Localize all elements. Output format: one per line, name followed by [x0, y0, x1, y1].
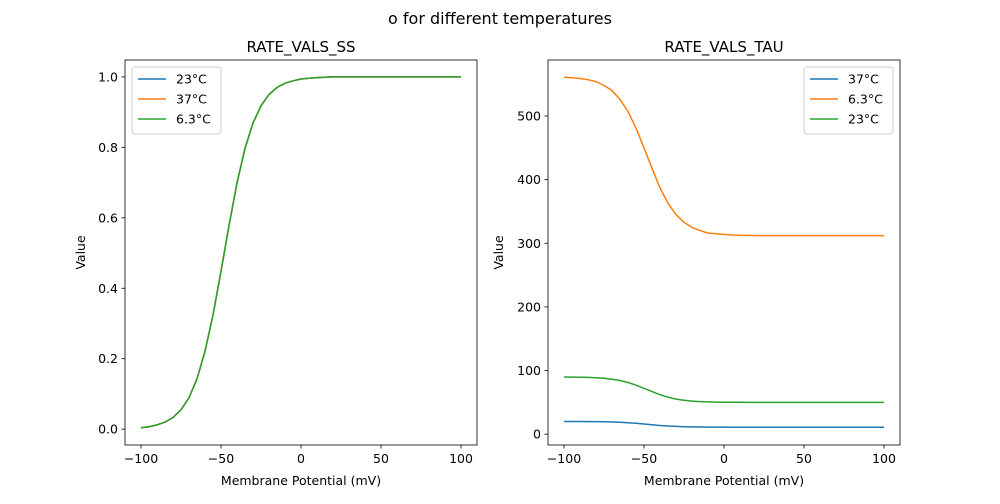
y-tick-label: 500 — [517, 109, 541, 124]
series-line-3 — [140, 76, 461, 429]
legend-entry: 6.3°C — [176, 112, 211, 127]
y-tick-label: 300 — [517, 236, 541, 251]
axes-1: −100 −50 0 50 100 0.0 0.2 0.4 0.6 0.8 1.0 RATE_VALS… — [73, 38, 478, 488]
series-line-3 — [563, 376, 884, 404]
legend: 23°C 37°C 6.3°C — [131, 66, 222, 135]
axes-title: RATE_VALS_TAU — [664, 38, 783, 57]
legend: 37°C 6.3°C 23°C — [803, 66, 894, 135]
legend-entry: 37°C — [176, 92, 207, 107]
y-tick-label: 0 — [533, 427, 541, 442]
legend-entry: 37°C — [848, 72, 879, 87]
figure-suptitle: o for different temperatures — [388, 9, 612, 28]
legend-box — [803, 66, 894, 135]
y-axis-label: Value — [73, 235, 88, 270]
series-line-1 — [564, 420, 884, 428]
x-axis-label: Membrane Potential (mV) — [221, 473, 381, 488]
y-tick-label: 200 — [517, 299, 541, 314]
x-tick-label: 50 — [373, 451, 389, 466]
y-tick-label: 1.0 — [98, 69, 118, 84]
x-tick-label: −50 — [631, 451, 657, 466]
y-tick-label: 100 — [517, 363, 541, 378]
axes-2: −100 −50 0 50 100 0 100 200 300 400 500 RATE_VALS_T… — [491, 38, 901, 488]
y-tick-label: 0.2 — [98, 351, 118, 366]
x-tick-label: 100 — [449, 451, 473, 466]
legend-entry: 23°C — [176, 72, 207, 87]
y-tick-label: 0.4 — [98, 281, 118, 296]
x-tick-label: 0 — [720, 451, 728, 466]
y-axis-label: Value — [491, 235, 506, 270]
legend-entry: 6.3°C — [848, 92, 883, 107]
axes-title: RATE_VALS_SS — [246, 38, 355, 57]
x-tick-label: −100 — [547, 451, 581, 466]
x-tick-label: 50 — [796, 451, 812, 466]
series-line-2 — [563, 76, 884, 237]
x-tick-label: 100 — [872, 451, 896, 466]
y-tick-label: 0.0 — [98, 422, 118, 437]
x-tick-label: 0 — [297, 451, 305, 466]
legend-box — [131, 66, 222, 135]
x-axis-label: Membrane Potential (mV) — [644, 473, 804, 488]
y-tick-label: 0.8 — [98, 140, 118, 155]
x-tick-label: −50 — [208, 451, 234, 466]
y-tick-label: 0.6 — [98, 210, 118, 225]
y-tick-label: 400 — [517, 172, 541, 187]
legend-entry: 23°C — [848, 112, 879, 127]
x-tick-label: −100 — [124, 451, 158, 466]
